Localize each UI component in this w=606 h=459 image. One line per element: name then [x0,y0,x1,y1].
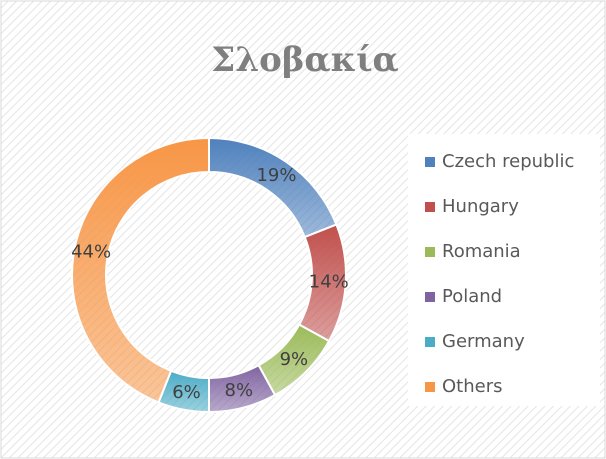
legend-swatch [425,247,435,257]
legend-swatch [425,382,435,392]
legend-swatch [425,337,435,347]
legend-swatch [425,292,435,302]
data-label: 14% [309,272,349,293]
legend-label: Czech republic [442,151,574,172]
legend-label: Poland [442,286,502,307]
legend-label: Romania [442,241,521,262]
legend-label: Hungary [442,196,519,217]
legend-box [408,134,600,406]
legend-label: Others [442,376,503,397]
data-label: 19% [256,165,296,186]
data-label: 9% [280,349,309,370]
donut-segment [71,136,210,404]
legend-swatch [425,157,435,167]
chart-title: Σλοβακία [211,40,398,80]
legend-label: Germany [442,331,525,352]
data-label: 6% [172,382,201,403]
data-label: 44% [71,242,111,263]
data-label: 8% [225,380,254,401]
legend-swatch [425,202,435,212]
